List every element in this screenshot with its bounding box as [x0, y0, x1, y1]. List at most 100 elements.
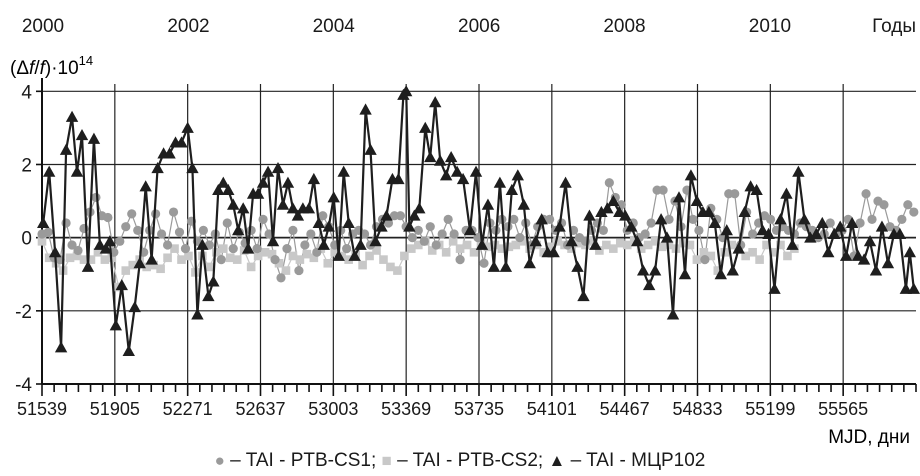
x-tick-label: 53003: [308, 399, 358, 419]
series-ptb-cs2-point: [142, 262, 151, 272]
series-ptb-cs2-point: [713, 266, 723, 275]
y-tick-label: -2: [15, 302, 32, 323]
series-mcr102-point: [271, 161, 285, 174]
series-ptb-cs2-point: [281, 266, 291, 275]
series-ptb-cs1-point: [288, 225, 298, 235]
series-ptb-cs2-point: [762, 240, 771, 250]
year-label: 2002: [167, 16, 209, 37]
series-mcr102-point: [342, 216, 355, 228]
series-mcr102-point: [684, 169, 698, 181]
series-ptb-cs1-point: [825, 218, 835, 228]
series-ptb-cs2-point: [274, 258, 284, 268]
series-mcr102-point: [261, 165, 275, 177]
series-mcr102-point: [212, 183, 225, 196]
series-mcr102-point: [595, 205, 608, 218]
series-mcr102-point: [535, 213, 548, 225]
series-mcr102-point: [708, 216, 722, 228]
series-ptb-cs1-point: [855, 218, 865, 228]
series-mcr102-point: [276, 198, 290, 210]
series-ptb-cs1-point: [730, 189, 740, 199]
series-ptb-cs2-point: [218, 244, 228, 253]
legend-square-marker: ■: [381, 451, 392, 470]
series-ptb-cs2-point: [685, 240, 695, 250]
series-ptb-cs1-point: [156, 229, 167, 239]
x-tick-label: 54833: [672, 399, 722, 419]
series-mcr102-point: [493, 176, 507, 188]
series-mcr102-point: [589, 238, 602, 250]
series-mcr102-point: [99, 242, 113, 254]
series-mcr102-point: [196, 238, 209, 250]
series-ptb-cs1-point: [515, 233, 525, 243]
top-year-axis: 2000 2002 2004 2006 2008 2010 Годы: [22, 16, 916, 37]
y-tick-label: 0: [21, 229, 32, 250]
series-mcr102-point: [392, 172, 405, 185]
series-ptb-cs1-point: [294, 265, 304, 276]
series-ptb-cs1-point: [443, 214, 453, 224]
series-ptb-cs1-point: [276, 273, 286, 283]
series-ptb-cs2-point: [386, 262, 395, 272]
series-mcr102-point: [875, 220, 889, 232]
series-mcr102-point: [804, 231, 817, 243]
series-ptb-cs2-point: [455, 244, 465, 253]
series-ptb-cs1-point: [180, 244, 191, 254]
series-ptb-cs2-point: [504, 242, 514, 252]
legend-item-cs2: TAI - PTB-CS2: [412, 450, 538, 471]
x-tick-label: 54101: [527, 399, 577, 419]
series-ptb-cs1-point: [162, 240, 173, 250]
series-ptb-cs1-point: [861, 189, 871, 199]
series-ptb-cs1-point: [646, 218, 656, 228]
series-ptb-cs1-point: [252, 244, 262, 254]
series-ptb-cs2-point: [260, 247, 270, 257]
series-ptb-cs1-point: [897, 214, 907, 224]
series-mcr102-point: [450, 165, 464, 177]
series-mcr102-point: [145, 253, 158, 265]
series-ptb-cs2-point: [643, 240, 653, 250]
series-mcr102-point: [774, 213, 787, 225]
series-mcr102-point: [529, 235, 542, 247]
series-ptb-cs2-point: [212, 247, 221, 257]
series-mcr102-point: [631, 235, 644, 247]
series-ptb-cs1-point: [67, 240, 77, 250]
series-ptb-cs1-point: [509, 214, 519, 224]
series-mcr102-point: [456, 172, 470, 185]
series-mcr102-point: [103, 235, 117, 247]
series-mcr102-point: [690, 194, 704, 207]
series-mcr102-point: [565, 235, 578, 247]
series-mcr102-point: [810, 227, 823, 239]
series-ptb-cs1-point: [640, 229, 650, 239]
series-mcr102-point: [433, 154, 447, 166]
x-tick-label: 51905: [90, 399, 140, 419]
series-mcr102-point: [475, 238, 489, 250]
series-mcr102-point: [322, 220, 335, 232]
series-mcr102-point: [857, 253, 871, 265]
series-mcr102-point: [181, 121, 194, 133]
x-axis-label: MJD, дни: [828, 427, 910, 448]
series-ptb-cs2-point: [414, 240, 423, 250]
series-ptb-cs1-point: [700, 255, 710, 265]
series-ptb-cs2-point: [184, 251, 193, 261]
x-tick-label: 53735: [454, 399, 504, 419]
series-mcr102-point: [863, 235, 877, 247]
series-ptb-cs1-point: [867, 214, 877, 224]
series-ptb-cs1-point: [174, 227, 185, 237]
series-mcr102-point: [54, 341, 68, 353]
series-ptb-cs2-point: [692, 255, 702, 264]
series-mcr102-point: [191, 308, 204, 320]
y-axis-label: (Δf/f)·1014: [10, 53, 93, 79]
series-ptb-cs1-point: [258, 214, 268, 224]
series-mcr102-point: [469, 165, 483, 177]
series-mcr102-point: [286, 202, 300, 214]
series-mcr102-point: [75, 129, 89, 141]
series-ptb-cs1-point: [300, 240, 310, 250]
series-mcr102-point: [48, 246, 62, 258]
series-mcr102-point: [364, 143, 377, 155]
series-mcr102-point: [227, 198, 240, 210]
series-mcr102-point: [816, 216, 829, 228]
series-ptb-cs1-point: [449, 229, 459, 239]
series-ptb-cs2-point: [393, 266, 402, 275]
legend-item-cs1: TAI - PTB-CS1: [245, 450, 371, 471]
series-mcr102-point: [375, 220, 388, 232]
series-ptb-cs2-point: [462, 240, 472, 250]
series-ptb-cs2-point: [379, 255, 388, 264]
series-ptb-cs2-point: [567, 244, 576, 253]
